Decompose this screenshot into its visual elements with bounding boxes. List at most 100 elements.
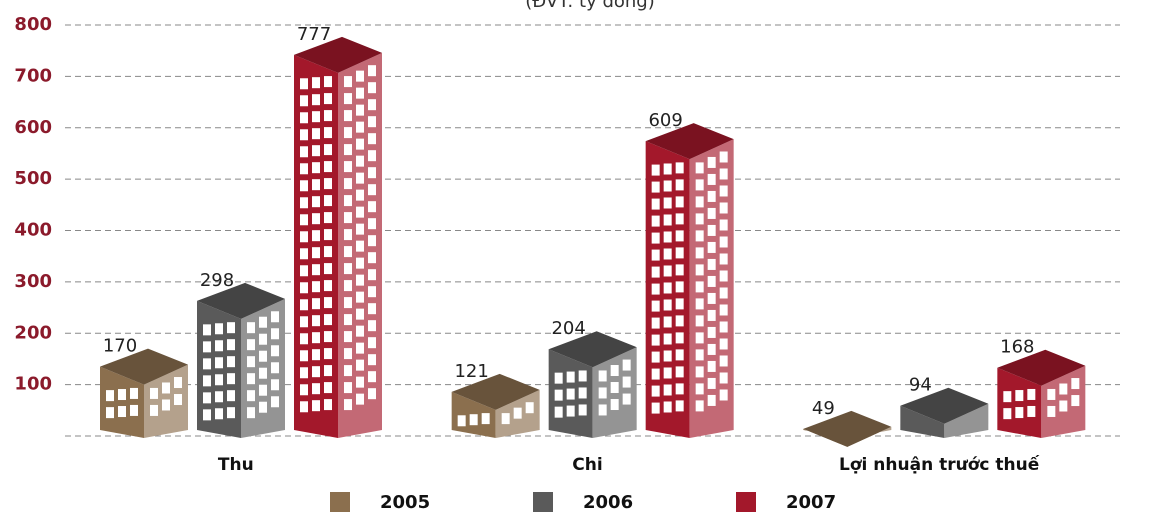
window (203, 375, 211, 387)
window (312, 179, 320, 191)
window (707, 292, 716, 304)
building (548, 331, 637, 438)
window (695, 315, 704, 327)
window (719, 236, 728, 248)
window (344, 280, 352, 292)
window (1059, 400, 1068, 412)
window (312, 162, 320, 174)
window (356, 155, 364, 167)
window (368, 116, 376, 128)
window (578, 404, 587, 416)
window (300, 384, 308, 396)
window (324, 365, 332, 377)
window (695, 213, 704, 225)
building-top (900, 387, 989, 424)
window (344, 144, 352, 156)
window (651, 181, 660, 193)
window (1047, 405, 1056, 417)
window (344, 93, 352, 105)
window (457, 415, 466, 427)
window (598, 387, 607, 399)
window (356, 206, 364, 218)
window (651, 385, 660, 397)
window (695, 332, 704, 344)
window (1015, 407, 1024, 419)
window (368, 303, 376, 315)
window (344, 161, 352, 173)
building-top (197, 282, 285, 319)
window (247, 339, 255, 351)
window (312, 111, 320, 123)
window (324, 280, 332, 292)
window (300, 180, 308, 192)
window (675, 162, 684, 174)
window (312, 298, 320, 310)
window (344, 348, 352, 360)
window (324, 382, 332, 394)
window (300, 401, 308, 413)
window (707, 309, 716, 321)
window (300, 78, 308, 90)
window (651, 334, 660, 346)
window (312, 94, 320, 106)
window (663, 163, 672, 175)
window (368, 252, 376, 264)
window (695, 230, 704, 242)
window (1027, 388, 1036, 400)
window (663, 197, 672, 209)
window (259, 367, 267, 379)
building-top (997, 349, 1086, 386)
value-label: 121 (454, 361, 488, 382)
window (259, 401, 267, 413)
window (356, 121, 364, 133)
window (368, 269, 376, 281)
value-label: 168 (1000, 337, 1034, 358)
window (663, 316, 672, 328)
window (651, 402, 660, 414)
window (312, 247, 320, 259)
window (174, 377, 182, 389)
window (368, 99, 376, 111)
window (324, 76, 332, 88)
window (203, 409, 211, 421)
window (707, 207, 716, 219)
window (300, 95, 308, 107)
window (324, 331, 332, 343)
window (719, 389, 728, 401)
window (1003, 391, 1012, 403)
window (368, 133, 376, 145)
window (344, 297, 352, 309)
window (675, 383, 684, 395)
window (356, 325, 364, 337)
window (356, 87, 364, 99)
window (663, 231, 672, 243)
building-top (548, 331, 637, 368)
y-tick-label: 600 (14, 117, 52, 138)
window (651, 215, 660, 227)
x-tick-label: Thu (218, 455, 254, 475)
window (610, 399, 619, 411)
window (513, 407, 522, 419)
window (368, 337, 376, 349)
window (300, 129, 308, 141)
window (106, 390, 114, 402)
window (675, 400, 684, 412)
window (566, 388, 575, 400)
building (100, 348, 188, 438)
building (451, 373, 540, 438)
window (300, 299, 308, 311)
window (719, 287, 728, 299)
window (1027, 405, 1036, 417)
window (312, 366, 320, 378)
window (271, 379, 279, 391)
window (203, 341, 211, 353)
building-top (294, 36, 382, 73)
window (675, 332, 684, 344)
legend-swatch (736, 492, 756, 512)
window (356, 189, 364, 201)
window (324, 93, 332, 105)
window (312, 383, 320, 395)
building-top (645, 123, 734, 160)
window (525, 402, 534, 414)
